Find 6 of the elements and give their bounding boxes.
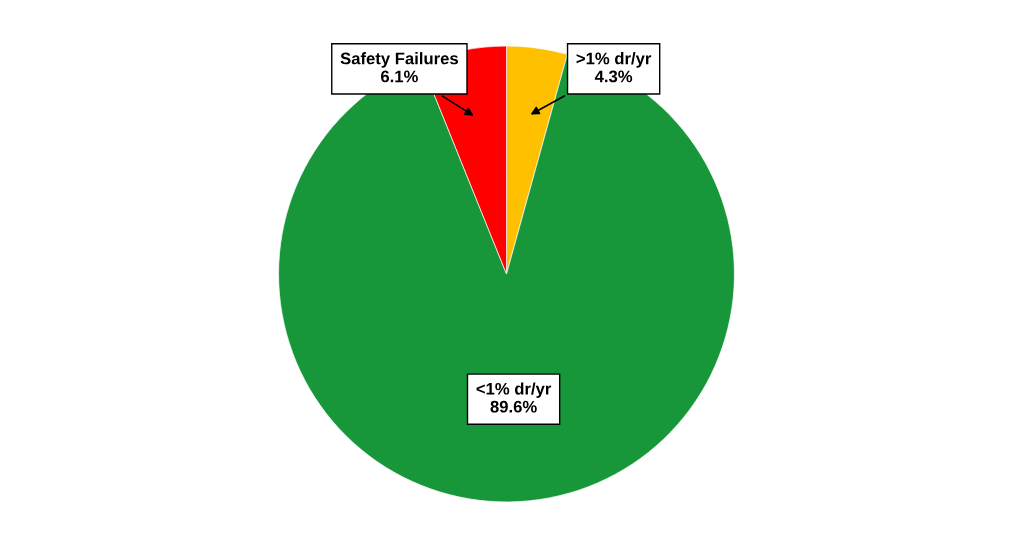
data-label: 89.6%	[490, 400, 537, 413]
slice-label: Safety Failures	[340, 52, 458, 68]
slice-label: >1% dr/yr	[576, 52, 652, 68]
slice-label: <1% dr/yr	[476, 382, 552, 398]
data-label: 6.1%	[380, 70, 418, 83]
data-label: 4.3%	[594, 70, 633, 83]
